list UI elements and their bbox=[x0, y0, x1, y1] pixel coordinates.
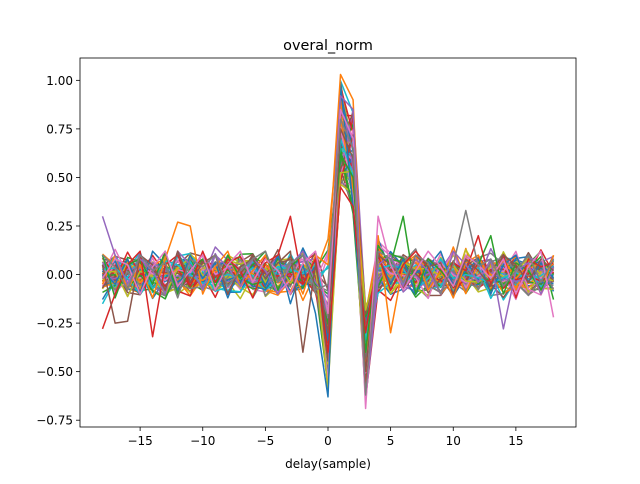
series-line bbox=[101, 186, 554, 353]
series-layer bbox=[101, 73, 555, 410]
y-tick-label: 0.75 bbox=[46, 122, 73, 136]
series-line bbox=[101, 82, 555, 331]
x-tick-label: −10 bbox=[190, 434, 215, 448]
chart-title: overal_norm bbox=[283, 38, 373, 54]
y-tick-label: 1.00 bbox=[46, 74, 73, 88]
series-line bbox=[101, 134, 555, 361]
series-line bbox=[101, 83, 555, 398]
x-tick-label: 5 bbox=[387, 434, 395, 448]
y-axis: −0.75 −0.50 −0.25 0.00 0.25 0.50 0.75 1.00 bbox=[36, 74, 80, 428]
x-tick-label: 15 bbox=[508, 434, 523, 448]
x-tick-label: 10 bbox=[446, 434, 461, 448]
y-tick-label: −0.25 bbox=[36, 317, 73, 331]
y-tick-label: 0.50 bbox=[46, 171, 73, 185]
x-tick-label: −5 bbox=[257, 434, 275, 448]
y-tick-label: −0.50 bbox=[36, 365, 73, 379]
x-tick-label: −15 bbox=[127, 434, 152, 448]
x-tick-label: 0 bbox=[324, 434, 332, 448]
series-line bbox=[101, 73, 555, 373]
y-tick-label: 0.25 bbox=[46, 219, 73, 233]
y-tick-label: −0.75 bbox=[36, 414, 73, 428]
y-tick-label: 0.00 bbox=[46, 268, 73, 282]
series-line bbox=[101, 128, 555, 373]
series-line bbox=[101, 118, 555, 396]
x-axis: −15 −10 −5 0 5 10 15 bbox=[127, 427, 524, 448]
x-axis-label: delay(sample) bbox=[285, 457, 371, 471]
